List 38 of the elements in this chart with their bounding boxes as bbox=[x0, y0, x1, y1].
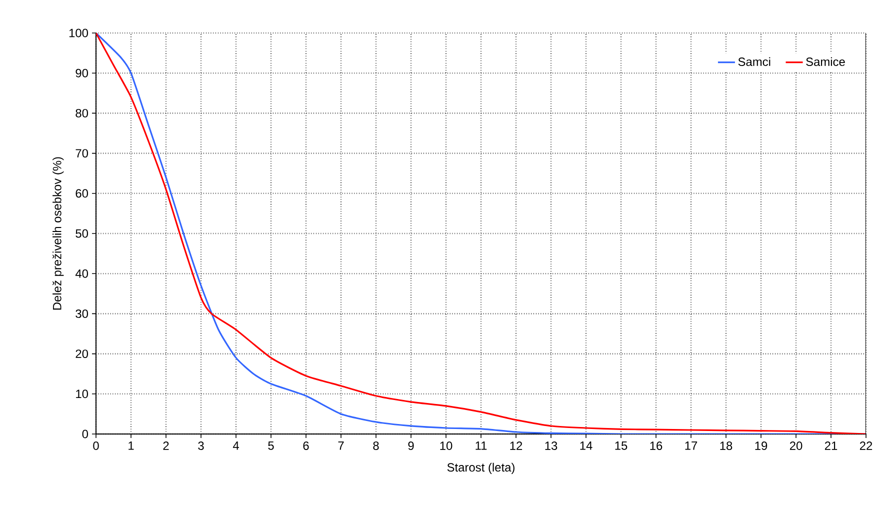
x-tick-label: 7 bbox=[338, 442, 344, 450]
x-tick-label: 11 bbox=[476, 442, 487, 450]
x-tick-label: 6 bbox=[303, 442, 309, 450]
y-tick-label: 70 bbox=[76, 149, 88, 158]
y-tick-label: 100 bbox=[69, 28, 88, 38]
x-tick-label: 8 bbox=[373, 442, 379, 450]
x-tick-label: 22 bbox=[860, 442, 872, 450]
x-tick-label: 2 bbox=[163, 442, 169, 450]
x-tick-label: 19 bbox=[755, 442, 768, 450]
x-tick-label: 14 bbox=[580, 442, 592, 450]
y-tick-label: 90 bbox=[76, 68, 88, 78]
y-tick-label: 80 bbox=[76, 108, 88, 118]
x-tick-label: 15 bbox=[615, 442, 628, 450]
y-tick-label: 60 bbox=[76, 189, 88, 198]
x-tick-label: 13 bbox=[545, 442, 558, 450]
x-tick-label: 4 bbox=[232, 442, 239, 450]
x-tick-label: 0 bbox=[93, 442, 99, 450]
x-tick-label: 10 bbox=[440, 442, 452, 450]
y-axis-title: Delež preživelih osebkov (%) bbox=[52, 157, 64, 310]
x-axis-title: Starost (leta) bbox=[447, 462, 514, 474]
x-tick-label: 18 bbox=[720, 442, 732, 450]
y-tick-label: 50 bbox=[76, 229, 88, 238]
y-tick-label: 10 bbox=[76, 390, 88, 398]
y-tick-label: 40 bbox=[75, 269, 88, 278]
x-tick-label: 16 bbox=[650, 442, 662, 450]
legend-label: Samci bbox=[738, 57, 770, 66]
x-tick-label: 17 bbox=[685, 442, 698, 450]
y-tick-label: 30 bbox=[76, 309, 88, 318]
legend-label: Samice bbox=[806, 57, 845, 66]
x-tick-label: 12 bbox=[510, 442, 522, 450]
x-tick-label: 1 bbox=[128, 442, 134, 450]
x-tick-label: 9 bbox=[408, 442, 414, 450]
y-tick-label: 20 bbox=[76, 350, 88, 358]
y-tick-label: 0 bbox=[82, 430, 88, 438]
x-tick-label: 3 bbox=[198, 442, 204, 450]
x-tick-label: 5 bbox=[268, 442, 274, 450]
x-tick-label: 20 bbox=[790, 442, 802, 450]
x-tick-label: 21 bbox=[824, 442, 838, 450]
